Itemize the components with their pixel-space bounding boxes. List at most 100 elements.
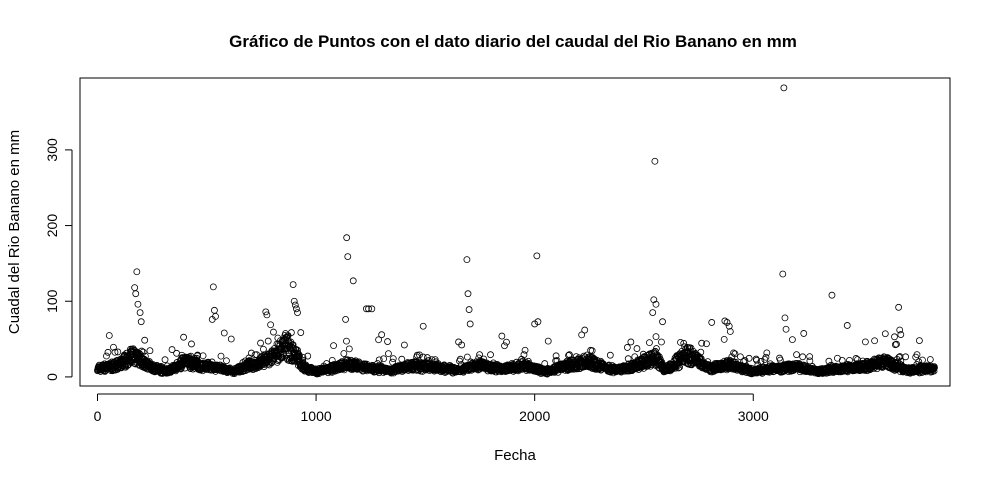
data-point [343,337,350,345]
data-point [828,291,836,299]
data-point [180,333,188,341]
data-point [220,329,228,337]
data-point [349,277,357,285]
data-point [627,338,635,346]
data-point [398,355,406,363]
x-axis-label: Fecha [494,447,536,464]
data-point [650,296,658,304]
data-point [533,252,541,260]
data-point [649,309,657,316]
data-point [419,322,427,330]
data-point [776,356,784,364]
data-point [264,337,272,345]
data-point [400,341,408,349]
data-point [919,356,926,364]
data-point [375,356,383,364]
data-point [294,349,302,357]
data-point [344,253,352,260]
data-point [677,338,684,346]
data-point [725,322,733,330]
data-point [897,331,905,338]
data-point [211,306,218,314]
data-point [161,356,169,364]
data-point [117,364,125,372]
data-point [345,345,353,353]
data-point [294,309,301,316]
data-point [653,345,660,352]
data-point [566,351,573,359]
data-point [465,306,473,313]
data-point [291,301,299,309]
data-point [843,322,851,329]
x-tick-label: 1000 [301,408,332,424]
data-point [133,268,141,276]
data-point [687,344,695,352]
data-point [708,319,716,326]
data-point [487,351,494,359]
data-point [745,354,753,362]
y-axis-label: Cuadal del Rio Banano en mm [6,130,23,334]
data-point [779,270,787,278]
data-point [105,332,113,339]
data-point [365,305,372,313]
data-point [498,332,506,340]
data-point [726,328,734,335]
data-point [287,329,295,336]
data-point [646,339,653,347]
data-point [697,348,705,356]
data-point [916,337,923,344]
data-point [257,339,264,347]
data-point [146,347,154,355]
data-point [464,290,472,298]
data-points [94,84,938,378]
data-point [623,344,631,351]
data-point [581,326,589,334]
data-point [895,303,903,311]
data-point [139,348,147,356]
data-point [304,352,312,360]
data-point [800,330,808,337]
data-point [103,352,110,360]
data-point [763,349,771,357]
data-point [362,305,370,313]
data-point [676,363,683,371]
data-point [110,343,117,351]
data-point [209,283,217,291]
data-point [780,84,788,92]
x-tick-label: 0 [94,408,102,424]
y-tick-label: 0 [44,373,60,381]
data-point [193,354,201,362]
data-point [588,347,596,355]
data-point [674,362,682,369]
data-point [141,336,149,344]
data-point [788,336,796,344]
data-point [131,284,139,292]
data-point [299,353,307,361]
data-point [199,352,207,360]
data-point [330,342,337,350]
data-point [168,346,176,353]
data-point [930,367,938,375]
data-point [731,350,739,358]
data-point [799,353,807,361]
data-point [223,357,230,365]
data-point [247,349,255,357]
data-point [134,300,142,308]
data-point [137,318,145,326]
y-tick-label: 300 [44,138,60,162]
data-point [891,333,898,341]
data-point [723,319,731,326]
data-point [458,341,466,349]
data-point [385,350,392,358]
data-point [926,356,934,363]
data-point [188,340,195,348]
data-point [793,351,800,359]
data-point [578,331,586,339]
data-point [267,321,275,329]
data-point [375,336,383,344]
data-point [380,355,388,363]
data-point [456,355,464,363]
data-point [893,340,900,348]
data-point [862,338,869,346]
